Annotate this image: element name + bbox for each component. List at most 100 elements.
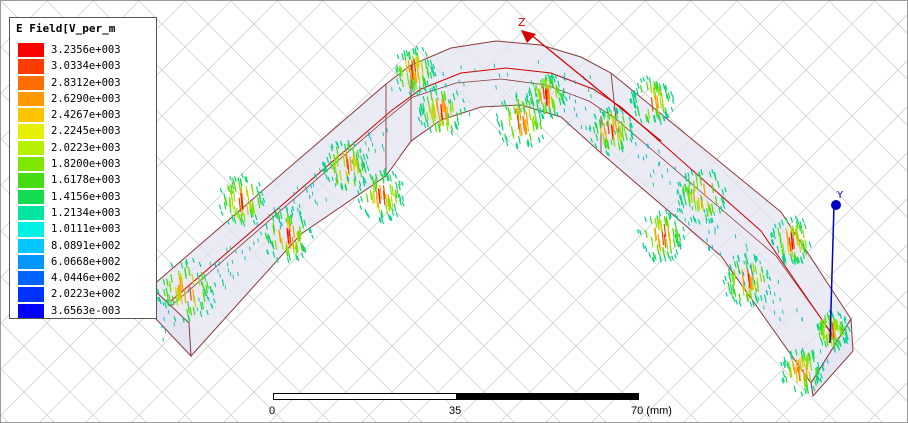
field-vector (820, 320, 824, 329)
field-vector (705, 219, 707, 224)
field-vector (803, 223, 807, 230)
field-vector (750, 263, 752, 268)
field-vector (637, 154, 640, 159)
legend-value: 1.4156e+003 (51, 190, 121, 203)
field-vector (676, 215, 679, 221)
field-vector (767, 284, 771, 290)
field-vector (288, 236, 292, 250)
field-vector (713, 211, 716, 216)
field-vector (420, 120, 423, 126)
field-vector (201, 283, 204, 288)
field-vector (448, 99, 450, 104)
field-vector (171, 295, 175, 306)
field-vector (667, 228, 671, 241)
field-vector (695, 179, 699, 191)
field-vector (588, 127, 592, 132)
field-vector (741, 284, 745, 297)
field-vector (312, 182, 315, 187)
field-vector (750, 265, 752, 270)
field-vector (717, 180, 720, 188)
field-vector (530, 92, 533, 100)
field-vector (462, 98, 465, 103)
field-vector (690, 191, 693, 204)
field-vector (356, 162, 360, 174)
field-vector (805, 364, 808, 379)
field-vector (354, 155, 357, 167)
field-vector (833, 318, 837, 330)
field-vector (701, 199, 705, 212)
field-vector (639, 84, 643, 93)
legend-swatch (18, 287, 44, 302)
field-vector (786, 231, 790, 246)
field-vector (614, 130, 616, 135)
field-vector (184, 267, 187, 277)
field-vector (162, 337, 164, 342)
field-vector (668, 232, 672, 245)
field-vector (298, 203, 301, 209)
field-vector (665, 216, 669, 226)
field-vector (223, 201, 227, 210)
field-vector (652, 115, 656, 123)
field-vector (386, 173, 390, 182)
field-vector (301, 219, 304, 228)
field-vector (782, 361, 786, 369)
field-vector (732, 274, 736, 284)
field-vector (745, 293, 749, 303)
field-vector (781, 256, 785, 263)
field-vector (417, 116, 421, 122)
bent-waveguide[interactable] (150, 40, 854, 398)
field-vector (674, 166, 677, 171)
field-vector (335, 146, 339, 155)
field-vector (653, 114, 657, 123)
legend-value: 1.0111e+003 (51, 223, 121, 236)
field-vector (656, 244, 660, 255)
field-vector (613, 107, 615, 112)
field-vector (844, 337, 848, 343)
field-legend[interactable]: E Field[V_per_m 3.2356e+003 3.0334e+003 2.… (9, 17, 157, 319)
e-field-vectors (156, 45, 851, 397)
field-vector (687, 197, 691, 208)
field-vector (634, 95, 638, 103)
field-vector (231, 259, 234, 264)
field-vector (211, 289, 215, 296)
field-vector (529, 133, 532, 142)
field-vector (727, 272, 731, 280)
field-vector (530, 142, 533, 148)
field-vector (407, 51, 411, 61)
field-vector (424, 60, 428, 69)
field-vector (617, 120, 621, 133)
field-vector (678, 194, 682, 201)
field-vector (658, 114, 662, 122)
field-vector (432, 64, 436, 70)
field-vector (297, 231, 301, 242)
field-vector (836, 319, 839, 331)
field-vector (281, 222, 283, 227)
field-vector (238, 181, 241, 191)
field-vector (650, 237, 654, 248)
field-vector (444, 103, 448, 118)
field-vector (846, 335, 849, 341)
field-vector (455, 90, 459, 96)
field-vector (652, 169, 655, 174)
field-vector (708, 246, 711, 252)
field-vector (653, 228, 657, 242)
field-vector (219, 187, 223, 193)
field-vector (363, 178, 367, 184)
field-vector (539, 107, 542, 114)
field-vector (651, 257, 655, 263)
field-vector (606, 139, 610, 149)
field-vector (192, 257, 195, 263)
field-vector (537, 98, 540, 104)
field-vector (539, 91, 543, 105)
field-vector (704, 213, 708, 221)
field-vector (198, 275, 200, 280)
field-vector (330, 160, 333, 170)
field-vector (422, 102, 425, 110)
field-vector (749, 276, 752, 291)
field-vector (816, 366, 820, 375)
field-vector (606, 120, 610, 135)
field-vector (832, 336, 836, 347)
field-vector (810, 350, 814, 357)
